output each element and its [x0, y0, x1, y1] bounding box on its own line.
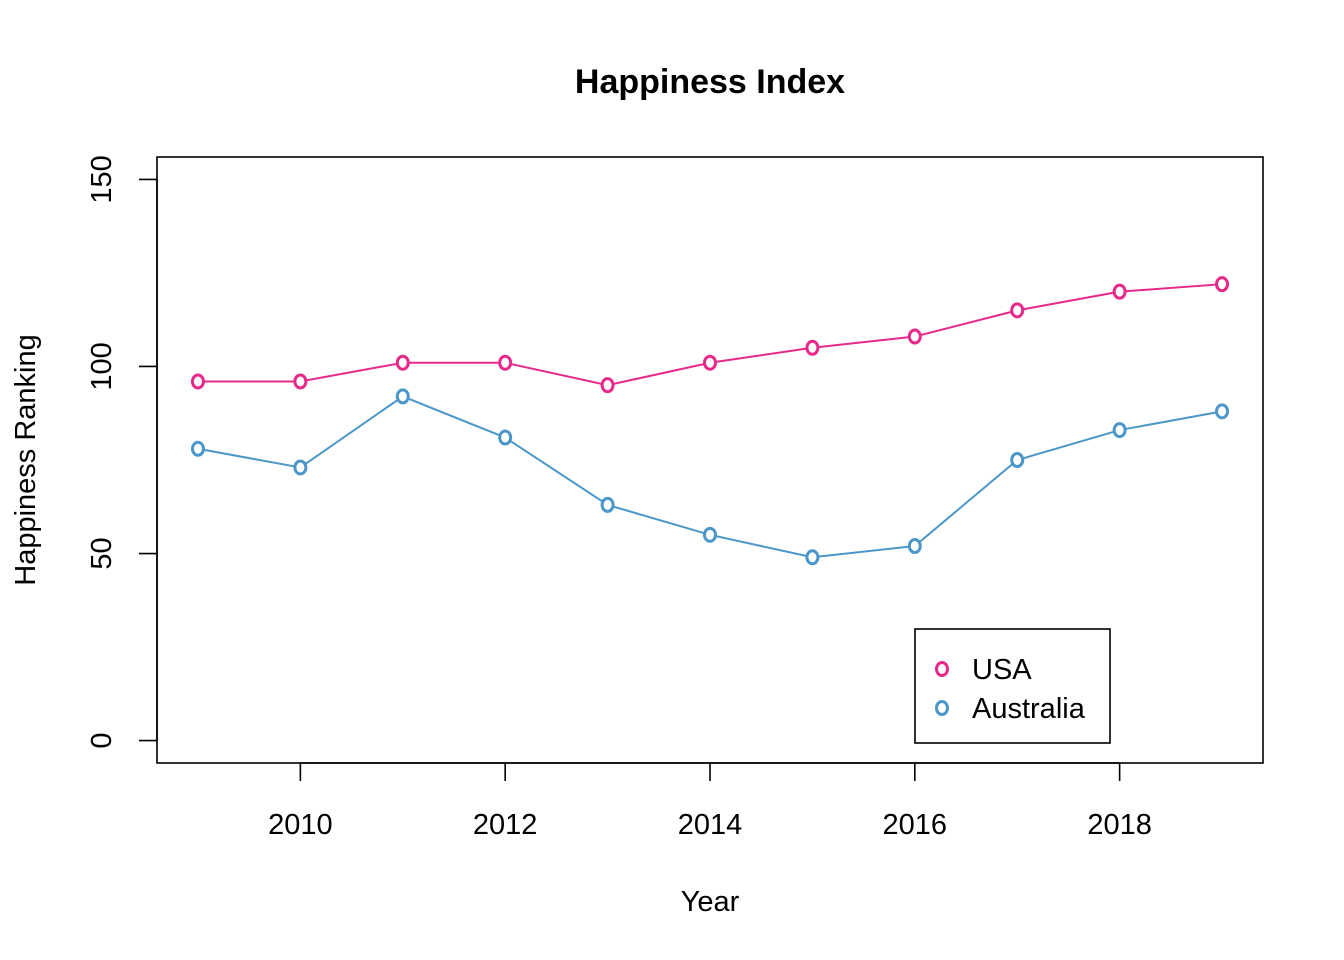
- x-tick-label: 2010: [268, 809, 333, 841]
- x-tick-label: 2016: [883, 809, 948, 841]
- x-tick-label: 2012: [473, 809, 538, 841]
- point-usa: [1112, 283, 1127, 300]
- point-australia: [190, 440, 205, 457]
- legend-label-australia: Australia: [972, 693, 1086, 725]
- legend-marker-usa: [935, 661, 949, 677]
- point-usa: [498, 354, 513, 371]
- legend: USA Australia: [914, 628, 1111, 744]
- chart-title: Happiness Index: [575, 63, 845, 101]
- series-layer: [190, 276, 1230, 566]
- point-usa: [907, 328, 922, 345]
- point-usa: [600, 377, 615, 394]
- point-australia: [600, 496, 615, 513]
- y-axis: 0 50 100 150: [86, 155, 158, 749]
- point-usa: [805, 339, 820, 356]
- point-australia: [498, 429, 513, 446]
- x-tick-label: 2018: [1087, 809, 1152, 841]
- point-australia: [805, 549, 820, 566]
- point-usa: [293, 373, 308, 390]
- point-usa: [1215, 276, 1230, 293]
- legend-label-usa: USA: [972, 654, 1032, 686]
- point-australia: [395, 388, 410, 405]
- point-australia: [907, 538, 922, 555]
- point-australia: [703, 526, 717, 543]
- legend-marker-australia: [935, 700, 949, 716]
- y-tick-label: 0: [86, 732, 118, 748]
- point-australia: [1215, 403, 1230, 420]
- point-usa: [1010, 302, 1025, 319]
- point-australia: [1010, 452, 1025, 468]
- point-usa: [703, 354, 717, 371]
- legend-box: [914, 628, 1111, 744]
- y-tick-label: 50: [86, 537, 118, 569]
- point-usa: [190, 373, 205, 390]
- point-australia: [1112, 422, 1127, 439]
- point-australia: [293, 459, 308, 476]
- y-tick-label: 150: [86, 155, 118, 203]
- x-axis-label: Year: [681, 886, 740, 918]
- x-tick-label: 2014: [678, 809, 743, 841]
- y-axis-label: Happiness Ranking: [10, 334, 42, 585]
- point-usa: [395, 354, 410, 371]
- y-tick-label: 100: [86, 342, 118, 390]
- x-axis: 2010 2012 2014 2016 2018: [268, 762, 1152, 841]
